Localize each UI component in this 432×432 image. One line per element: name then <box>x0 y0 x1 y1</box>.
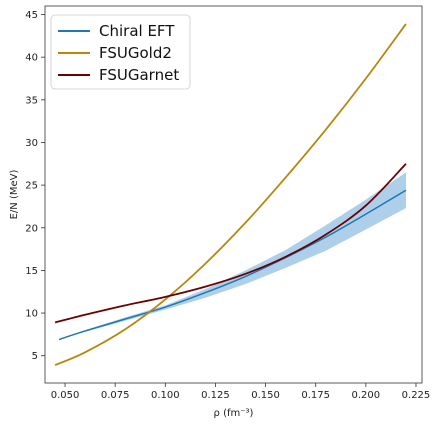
x-tick-label: 0.150 <box>251 390 280 401</box>
x-tick-label: 0.175 <box>301 390 330 401</box>
line-layer <box>54 23 407 366</box>
x-tick-label: 0.200 <box>352 390 381 401</box>
y-tick-label: 10 <box>25 309 38 320</box>
y-tick-label: 25 <box>25 181 38 192</box>
y-axis: 5 10 15 20 25 30 35 40 45 <box>25 10 45 362</box>
x-tick-label: 0.075 <box>101 390 130 401</box>
y-tick-label: 20 <box>25 223 38 234</box>
legend: Chiral EFT FSUGold2 FSUGarnet <box>50 14 191 90</box>
x-tick-label: 0.125 <box>201 390 230 401</box>
series-line-1 <box>54 23 407 366</box>
y-tick-label: 40 <box>25 53 38 64</box>
series-line-2 <box>54 163 407 324</box>
y-tick-label: 45 <box>25 10 38 21</box>
y-tick-label: 35 <box>25 95 38 106</box>
y-axis-label: E/N (MeV) <box>9 170 20 220</box>
series-line-0 <box>58 189 407 341</box>
y-tick-label: 30 <box>25 138 38 149</box>
x-axis-label: ρ (fm⁻³) <box>214 408 254 419</box>
x-axis: 0.050 0.075 0.100 0.125 0.150 0.175 0.200 0.225 <box>51 383 431 401</box>
legend-label-2: FSUGarnet <box>99 66 179 84</box>
x-tick-label: 0.050 <box>51 390 80 401</box>
x-tick-label: 0.225 <box>402 390 431 401</box>
y-tick-label: 5 <box>32 351 38 362</box>
x-tick-label: 0.100 <box>151 390 180 401</box>
legend-box <box>50 14 191 90</box>
y-tick-label: 15 <box>25 266 38 277</box>
legend-label-1: FSUGold2 <box>99 44 172 62</box>
legend-label-0: Chiral EFT <box>99 22 175 40</box>
